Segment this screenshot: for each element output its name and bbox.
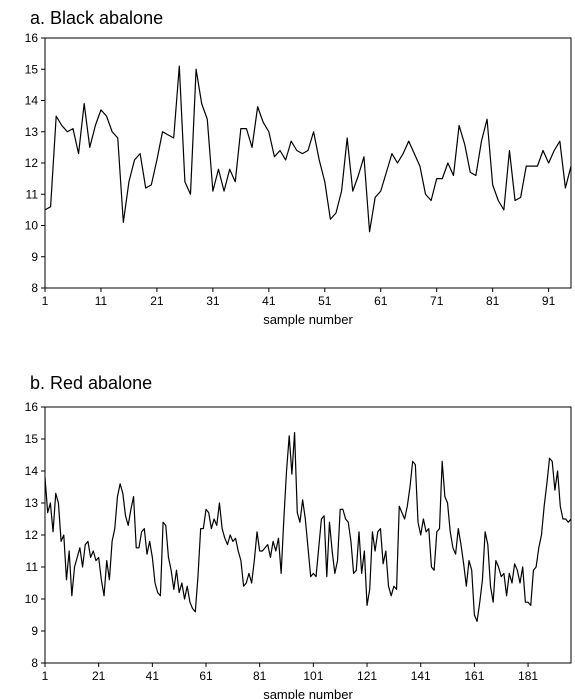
y-tick-label: 11 xyxy=(26,187,39,201)
y-tick-label: 14 xyxy=(25,464,39,478)
x-tick-label: 41 xyxy=(146,669,160,683)
x-tick-label: 181 xyxy=(518,669,538,683)
x-tick-label: 141 xyxy=(411,669,431,683)
x-tick-label: 71 xyxy=(430,294,444,308)
y-tick-label: 15 xyxy=(25,432,39,446)
y-tick-label: 16 xyxy=(25,400,39,414)
y-tick-label: 12 xyxy=(25,528,39,542)
x-tick-label: 91 xyxy=(542,294,556,308)
data-series-line xyxy=(44,431,572,622)
x-tick-label: 161 xyxy=(464,669,484,683)
x-tick-label: 21 xyxy=(92,669,106,683)
x-tick-label: 31 xyxy=(206,294,220,308)
x-tick-label: 21 xyxy=(150,294,164,308)
x-tick-label: 101 xyxy=(303,669,323,683)
y-tick-label: 14 xyxy=(25,94,39,108)
data-series-line xyxy=(44,65,572,233)
y-tick-label: 8 xyxy=(31,281,38,295)
y-tick-label: 11 xyxy=(26,560,39,574)
x-tick-label: 81 xyxy=(486,294,500,308)
plot-frame xyxy=(44,37,572,289)
x-tick-label: 81 xyxy=(253,669,267,683)
x-tick-label: 51 xyxy=(318,294,332,308)
x-tick-label: 41 xyxy=(262,294,276,308)
x-axis-title: sample number xyxy=(263,687,353,699)
chart-title: b. Red abalone xyxy=(30,373,153,393)
y-tick-label: 13 xyxy=(25,125,39,139)
y-tick-label: 12 xyxy=(25,156,39,170)
y-tick-label: 10 xyxy=(25,592,39,606)
y-tick-label: 10 xyxy=(25,219,39,233)
x-tick-label: 1 xyxy=(42,669,49,683)
x-tick-label: 61 xyxy=(199,669,213,683)
x-axis-title: sample number xyxy=(263,312,353,327)
y-tick-label: 15 xyxy=(25,62,39,76)
chart-title: a. Black abalone xyxy=(30,8,164,28)
x-tick-label: 11 xyxy=(95,294,108,308)
y-tick-label: 16 xyxy=(25,31,39,45)
y-tick-label: 13 xyxy=(25,496,39,510)
y-tick-label: 9 xyxy=(31,624,38,638)
chart-panel-black-abalone: a. Black abalone 8 9 10 11 12 13 14 15 16 1 11 21 31… xyxy=(0,0,575,330)
y-tick-label: 9 xyxy=(31,250,38,264)
x-tick-label: 121 xyxy=(357,669,377,683)
x-tick-label: 1 xyxy=(42,294,49,308)
x-tick-label: 61 xyxy=(374,294,388,308)
plot-frame xyxy=(44,406,572,664)
y-tick-label: 8 xyxy=(31,656,38,670)
chart-panel-red-abalone: b. Red abalone 8 9 10 11 12 13 14 15 16 1 21 41 61 81… xyxy=(0,365,575,699)
